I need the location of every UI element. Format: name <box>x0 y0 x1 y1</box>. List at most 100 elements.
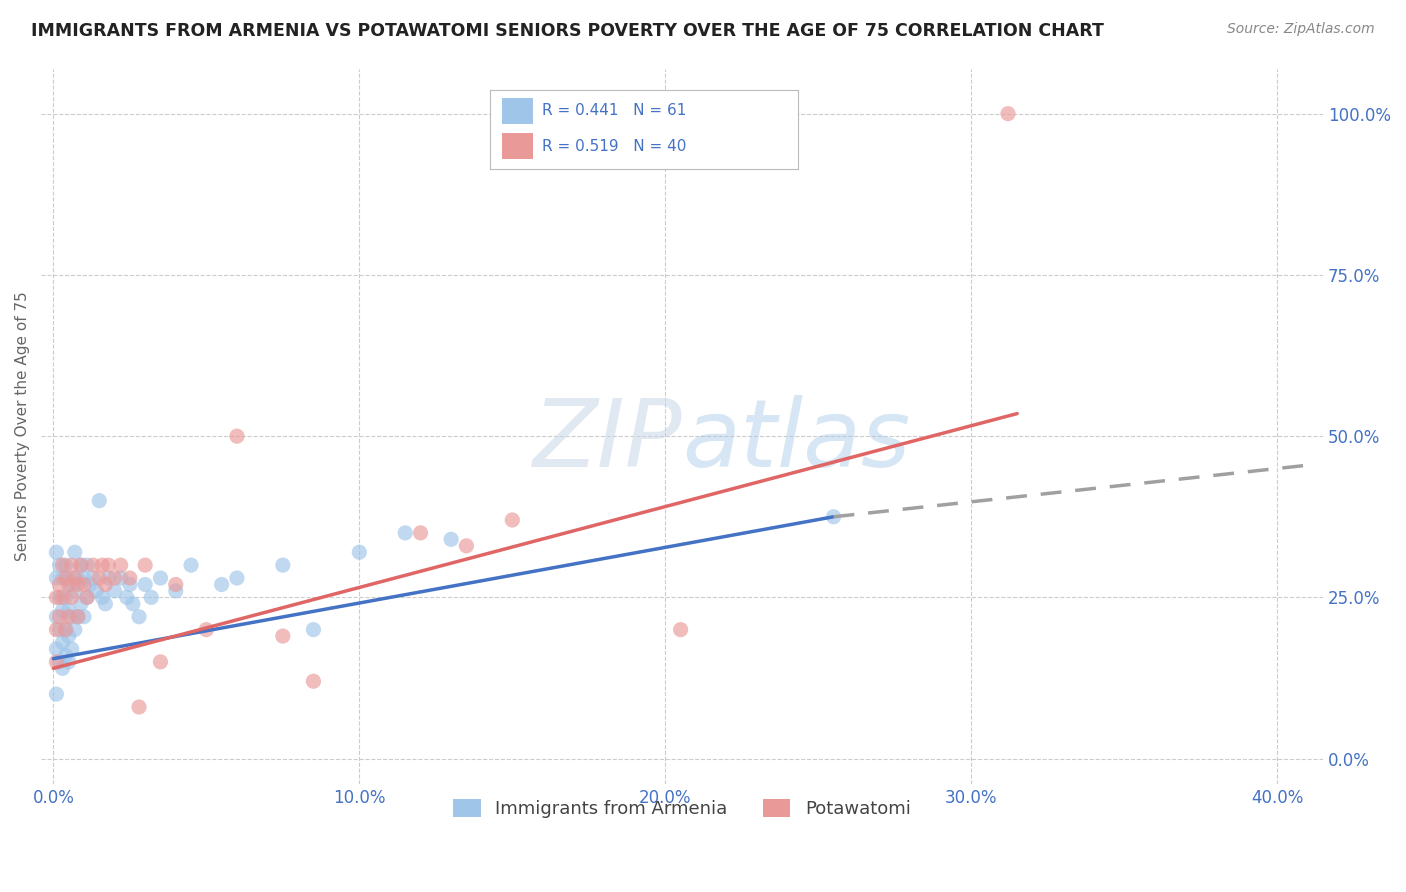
Point <box>66 609 89 624</box>
Point <box>48 577 70 591</box>
Point <box>82 558 104 573</box>
Point <box>97 558 120 573</box>
Point <box>91 591 114 605</box>
Point <box>89 493 111 508</box>
Point <box>89 571 111 585</box>
Point <box>141 591 163 605</box>
Point <box>79 577 101 591</box>
Point <box>58 655 80 669</box>
Point <box>51 571 73 585</box>
Point <box>91 558 114 573</box>
Point <box>302 623 325 637</box>
Y-axis label: Seniors Poverty Over the Age of 75: Seniors Poverty Over the Age of 75 <box>15 292 30 561</box>
Point <box>73 609 96 624</box>
Point <box>134 558 156 573</box>
Point <box>55 623 77 637</box>
Point <box>45 609 67 624</box>
Point <box>118 571 141 585</box>
Point <box>55 648 77 663</box>
Point <box>134 577 156 591</box>
Point <box>103 571 125 585</box>
Point <box>226 571 249 585</box>
Point <box>349 545 371 559</box>
Point <box>997 106 1019 120</box>
Point <box>60 609 83 624</box>
Text: ZIP: ZIP <box>533 395 682 486</box>
Point <box>115 591 138 605</box>
Point <box>63 571 86 585</box>
Point <box>63 545 86 559</box>
Point <box>73 571 96 585</box>
Point <box>165 583 187 598</box>
Point <box>409 525 432 540</box>
Point <box>110 571 132 585</box>
Point <box>70 558 93 573</box>
Point <box>440 533 463 547</box>
Point <box>149 655 172 669</box>
Point <box>48 623 70 637</box>
Point <box>128 700 150 714</box>
Point <box>76 558 98 573</box>
Point <box>271 558 294 573</box>
Point <box>55 623 77 637</box>
Point <box>60 577 83 591</box>
Point <box>51 558 73 573</box>
Point <box>76 591 98 605</box>
Point <box>55 591 77 605</box>
Point <box>63 583 86 598</box>
Point <box>58 603 80 617</box>
Point <box>48 655 70 669</box>
Point <box>45 591 67 605</box>
Point <box>149 571 172 585</box>
Point <box>302 674 325 689</box>
Point <box>394 525 416 540</box>
Point <box>48 609 70 624</box>
Point <box>94 597 117 611</box>
Text: atlas: atlas <box>682 395 910 486</box>
Point <box>82 571 104 585</box>
Point <box>45 545 67 559</box>
Point <box>76 591 98 605</box>
Point <box>70 597 93 611</box>
Point <box>103 583 125 598</box>
Point <box>97 571 120 585</box>
Point <box>66 577 89 591</box>
Point <box>84 583 107 598</box>
Point <box>118 577 141 591</box>
Point <box>48 558 70 573</box>
Point <box>51 603 73 617</box>
Point <box>456 539 478 553</box>
Text: Source: ZipAtlas.com: Source: ZipAtlas.com <box>1227 22 1375 37</box>
Point <box>58 577 80 591</box>
Point <box>94 577 117 591</box>
Point <box>501 513 523 527</box>
Point <box>211 577 233 591</box>
Point <box>60 642 83 657</box>
Point <box>45 687 67 701</box>
Point <box>70 558 93 573</box>
Point <box>669 623 692 637</box>
Point <box>165 577 187 591</box>
Point <box>48 591 70 605</box>
Point <box>128 609 150 624</box>
Point <box>58 571 80 585</box>
Point <box>51 591 73 605</box>
Text: IMMIGRANTS FROM ARMENIA VS POTAWATOMI SENIORS POVERTY OVER THE AGE OF 75 CORRELA: IMMIGRANTS FROM ARMENIA VS POTAWATOMI SE… <box>31 22 1104 40</box>
Point <box>122 597 145 611</box>
Point <box>180 558 202 573</box>
Point <box>195 623 218 637</box>
Point <box>226 429 249 443</box>
Point <box>45 571 67 585</box>
Point <box>55 571 77 585</box>
Point <box>55 558 77 573</box>
Point <box>45 642 67 657</box>
Point <box>51 635 73 649</box>
Point <box>73 577 96 591</box>
Point <box>58 629 80 643</box>
Point <box>58 609 80 624</box>
Point <box>66 609 89 624</box>
Point <box>51 661 73 675</box>
Point <box>45 655 67 669</box>
Point <box>823 509 845 524</box>
Point <box>271 629 294 643</box>
